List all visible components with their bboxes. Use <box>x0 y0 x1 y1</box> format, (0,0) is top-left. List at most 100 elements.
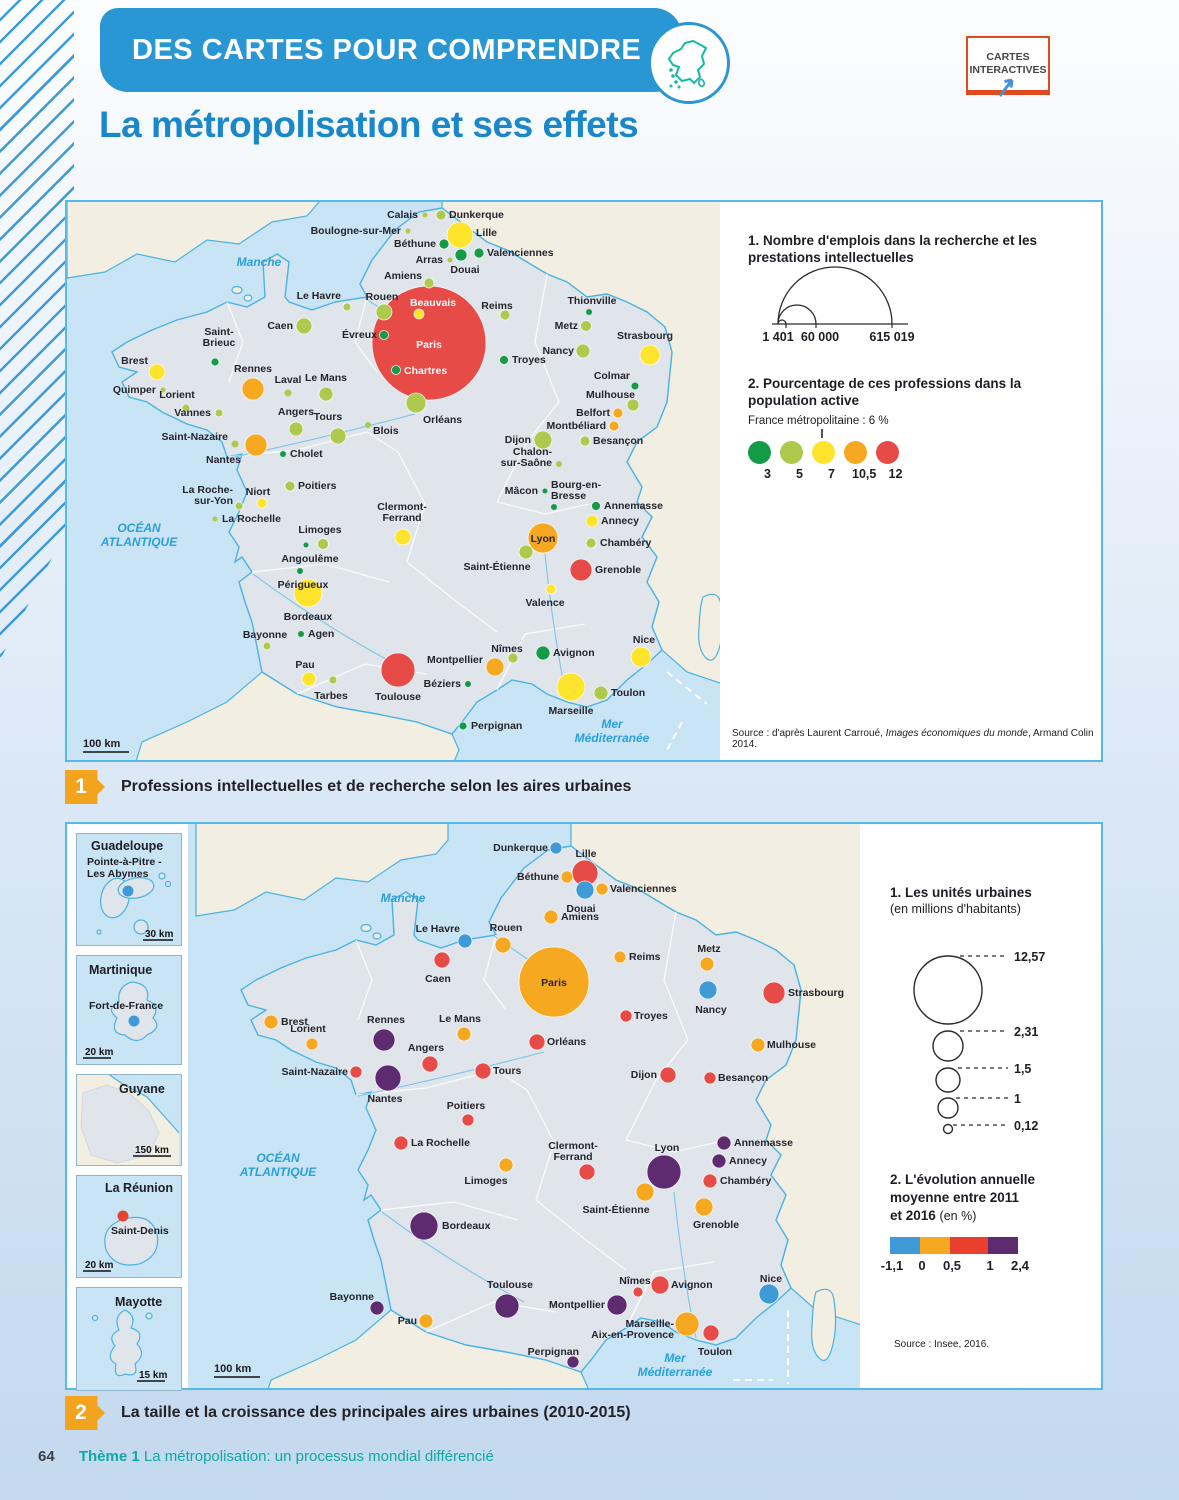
city-dot-la-rochelle <box>212 516 218 522</box>
city-dot-poitiers <box>461 1113 475 1127</box>
city-dot-vannes <box>214 408 224 418</box>
city-dot-chamb-ry <box>702 1173 718 1189</box>
corsica-island <box>811 1288 837 1361</box>
svg-text:Fort-de-France: Fort-de-France <box>89 1000 163 1012</box>
city-dot-thionville <box>586 309 592 315</box>
city-label-colmar: Colmar <box>594 370 630 382</box>
class-label: 10,5 <box>852 467 877 481</box>
water-label: Mer Méditerranée <box>638 1351 713 1379</box>
city-label-chalon-sur-sa-ne: Chalon-sur-Saône <box>501 446 553 469</box>
city-dot-montpellier <box>606 1294 628 1316</box>
ramp-segment <box>890 1237 920 1254</box>
city-dot-bourg-en-bresse <box>551 504 557 510</box>
city-label-quimper: Quimper <box>113 384 156 396</box>
city-dot-perpignan <box>566 1355 580 1369</box>
map2-source: Source : Insee, 2016. <box>894 1339 990 1350</box>
city-dot-toulon <box>702 1324 720 1342</box>
city-label-mulhouse: Mulhouse <box>767 1039 816 1051</box>
city-label-nancy: Nancy <box>542 345 574 357</box>
city-label-caen: Caen <box>267 320 293 332</box>
city-label-thionville: Thionville <box>567 295 616 307</box>
city-dot-nice <box>758 1283 780 1305</box>
city-dot-le-mans <box>318 386 334 402</box>
ramp-label: 0,5 <box>942 1258 962 1273</box>
city-label-rennes: Rennes <box>234 363 272 375</box>
city-label-cholet: Cholet <box>290 448 323 460</box>
svg-text:La Réunion: La Réunion <box>105 1181 173 1195</box>
map1-cities-layer: Calais Dunkerque Boulogne-sur-Mer Lille Béth… <box>113 209 673 732</box>
water-label: OCÉAN ATLANTIQUE <box>100 520 178 549</box>
city-label-toulon: Toulon <box>611 687 645 699</box>
city-label-marseille-aix-en-provence: Marseille-Aix-en-Provence <box>591 1318 674 1341</box>
city-label-nantes: Nantes <box>367 1093 402 1105</box>
city-dot-blois <box>365 422 371 428</box>
city-dot-rennes <box>372 1028 396 1052</box>
city-label-poitiers: Poitiers <box>447 1100 486 1112</box>
city-label-amiens: Amiens <box>561 911 599 923</box>
city-dot-toulouse <box>494 1293 520 1319</box>
water-label: OCÉAN ATLANTIQUE <box>239 1150 317 1179</box>
doc2-caption-text: La taille et la croissance des principal… <box>121 1404 631 1421</box>
city-dot-tours <box>329 427 347 445</box>
city-label-douai: Douai <box>450 264 479 276</box>
city-label-nice: Nice <box>760 1273 782 1285</box>
city-dot-pau <box>301 671 317 687</box>
city-label-besan-on: Besançon <box>718 1072 768 1084</box>
city-label-bayonne: Bayonne <box>243 629 288 641</box>
city-label-troyes: Troyes <box>512 354 546 366</box>
class-circle <box>876 441 899 464</box>
city-dot-brest <box>263 1014 279 1030</box>
svg-text:1 401: 1 401 <box>762 330 793 344</box>
doc1-caption-text: Professions intellectuelles et de recher… <box>121 778 632 795</box>
city-label-montpellier: Montpellier <box>549 1299 605 1311</box>
city-dot-marseille-aix-en-provence <box>674 1311 700 1337</box>
city-dot-niort <box>256 497 268 509</box>
city-label-saint-nazaire: Saint-Nazaire <box>281 1066 348 1078</box>
city-dot-tarbes <box>328 675 338 685</box>
city-label-lorient: Lorient <box>159 389 195 401</box>
city-label-niort: Niort <box>246 486 271 498</box>
city-label-b-ziers: Béziers <box>424 678 462 690</box>
inset-guyane: Guyane 150 km <box>76 1074 182 1166</box>
city-label-arras: Arras <box>416 254 444 266</box>
ramp-segment <box>988 1237 1018 1254</box>
section-banner-label: DES CARTES POUR COMPRENDRE <box>132 34 642 66</box>
city-label-bordeaux: Bordeaux <box>284 611 333 623</box>
svg-text:0,12: 0,12 <box>1014 1119 1038 1133</box>
caption-doc2: 2 La taille et la croissance des princip… <box>65 1396 631 1430</box>
city-label-bordeaux: Bordeaux <box>442 1220 491 1232</box>
city-label-valenciennes: Valenciennes <box>487 247 554 259</box>
city-label-montb-liard: Montbéliard <box>547 420 607 432</box>
legend2-size-circles: 12,57 2,31 1,5 1 0,12 <box>913 950 1045 1135</box>
city-label-limoges: Limoges <box>298 524 341 536</box>
city-dot-clermont-ferrand <box>394 528 412 546</box>
badge-underline <box>966 92 1050 95</box>
city-dot-saint-tienne <box>518 544 534 560</box>
city-dot-grenoble <box>569 558 593 582</box>
city-label-bayonne: Bayonne <box>330 1291 375 1303</box>
city-dot-paris <box>518 946 590 1018</box>
city-dot-calais <box>422 212 428 218</box>
city-dot-nancy <box>575 343 591 359</box>
city-dot-grenoble <box>694 1197 714 1217</box>
svg-text:30 km: 30 km <box>145 929 173 940</box>
city-dot-mulhouse <box>750 1037 766 1053</box>
city-label-metz: Metz <box>697 943 720 955</box>
legend1-title-percent: 2. Pourcentage de ces professions dans l… <box>748 376 1022 408</box>
city-dot-mulhouse <box>626 398 640 412</box>
city-label-blois: Blois <box>373 425 399 437</box>
doc2-number-badge: 2 <box>65 1396 105 1430</box>
cartes-interactives-badge[interactable]: CARTES INTERACTIVES <box>966 36 1050 92</box>
legend2-subtitle: (en millions d'habitants) <box>890 902 1021 916</box>
city-label-dunkerque: Dunkerque <box>493 842 548 854</box>
city-dot-valence <box>545 583 557 595</box>
scale-bar-label: 100 km <box>83 738 121 750</box>
water-label: Mer Méditerranée <box>575 717 650 745</box>
svg-text:Les Abymes: Les Abymes <box>87 868 149 880</box>
city-dot-strasbourg <box>762 981 786 1005</box>
city-dot-n-mes <box>507 652 519 664</box>
city-dot-le-havre <box>342 302 352 312</box>
city-label-perpignan: Perpignan <box>471 720 522 732</box>
city-dot-la-rochelle <box>393 1135 409 1151</box>
city-label-saint-nazaire: Saint-Nazaire <box>161 431 228 443</box>
